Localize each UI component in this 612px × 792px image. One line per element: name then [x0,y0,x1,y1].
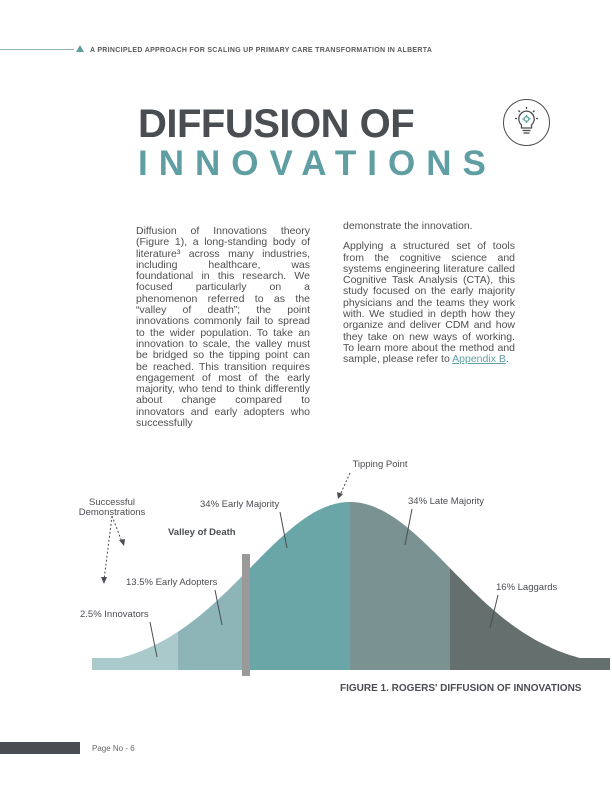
leader-line [404,508,413,546]
segment-0 [92,502,178,670]
segment-1 [178,502,243,670]
figure-caption: FIGURE 1. ROGERS' DIFFUSION OF INNOVATIO… [340,683,582,694]
appendix-b-link[interactable]: Appendix B [452,353,506,366]
successful-demonstrations-label: Demonstrations [79,507,146,518]
page-title-line1: DIFFUSION OF [138,102,415,146]
segment-4 [450,502,610,670]
lightbulb-gears-icon [503,99,550,146]
running-header: A PRINCIPLED APPROACH FOR SCALING UP PRI… [90,47,433,54]
page-title-line2: INNOVATIONS [138,144,497,183]
page-number: Page No - 6 [92,744,135,753]
leader-line [279,511,288,549]
valley-of-death-bar [242,554,250,676]
segment-label-early-adopters: 13.5% Early Adopters [126,577,218,588]
diffusion-chart: 2.5% Innovators 13.5% Early Adopters 34% E… [79,459,610,676]
header-triangle-icon [76,45,84,52]
footer-bar [0,742,80,754]
leader-line [214,589,223,626]
tipping-point-label: Tipping Point [352,459,407,470]
leader-line [149,621,158,658]
body-paragraph: Applying a structured set of tools from … [343,241,515,365]
arrowheads [101,492,343,584]
body-text: Applying a structured set of tools from … [343,240,515,366]
segment-label-late-majority: 34% Late Majority [408,496,484,507]
segment-2 [243,502,350,670]
body-paragraph: Diffusion of Innovations theory (Figure … [136,225,310,430]
leader-line [489,594,499,629]
body-column-right: demonstrate the innovation. Applying a s… [343,220,515,375]
segment-label-innovators: 2.5% Innovators [80,609,149,620]
segment-label-early-majority: 34% Early Majority [200,499,279,510]
successful-demonstrations-label: Successful [89,497,135,508]
annotation-arrows [103,472,351,581]
segment-3 [350,502,450,670]
body-paragraph: demonstrate the innovation. [343,220,473,232]
segment-label-laggards: 16% Laggards [496,582,558,593]
body-text: . [505,353,509,366]
header-rule [0,49,74,50]
body-column-left: Diffusion of Innovations theory (Figure … [136,225,310,438]
valley-of-death-label: Valley of Death [168,527,236,538]
